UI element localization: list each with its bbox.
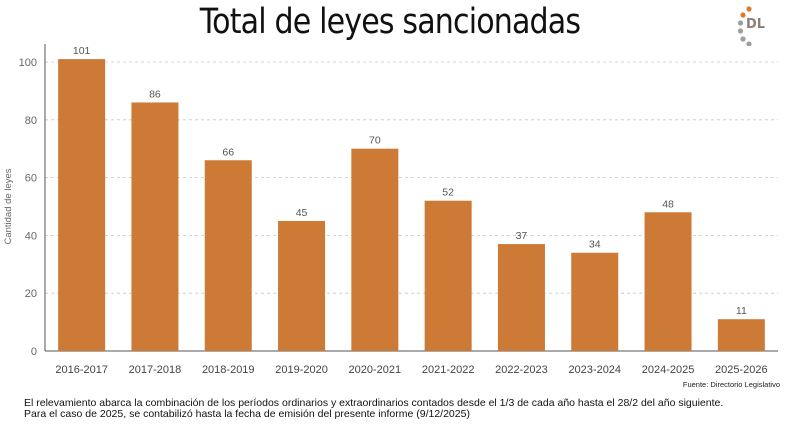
y-tick-label: 0 [31,346,37,358]
y-tick-label: 40 [25,230,37,242]
logo-dot [740,12,746,18]
data-label: 48 [662,198,674,210]
x-tick-label: 2016-2017 [55,364,108,376]
logo-dot [737,28,744,34]
data-label: 45 [296,207,308,219]
x-tick-label: 2018-2019 [202,364,255,376]
bar [424,200,472,351]
chart-title: Total de leyes sancionadas [199,2,581,42]
bar [204,160,252,351]
x-tick-label: 2020-2021 [349,364,402,376]
data-label: 37 [516,230,528,242]
bar [351,148,399,351]
y-tick-label: 100 [19,57,37,69]
data-label: 70 [369,135,381,147]
bar-chart: 0 20 40 60 80 100 Cantidad de leyes 101 2016-201… [3,44,778,376]
bar [131,102,179,352]
logo-icon [737,6,752,46]
data-label: 86 [149,88,161,100]
x-tick-label: 2017-2018 [129,364,182,376]
bar [717,319,765,351]
bar [644,212,692,351]
data-label: 101 [73,45,91,57]
x-tick-label: 2023-2024 [568,364,621,376]
bar [571,252,619,351]
source-note: Fuente: Directorio Legislativo [682,380,780,389]
footnote-line-2: Para el caso de 2025, se contabilizó has… [24,408,470,420]
x-tick-label: 2025-2026 [715,364,768,376]
y-tick-label: 80 [25,115,37,127]
footnote-line-1: El relevamiento abarca la combinación de… [24,397,724,409]
footnotes: El relevamiento abarca la combinación de… [24,398,723,420]
logo-dot [746,6,752,12]
y-tick-label: 20 [25,288,37,300]
logo-dot [746,41,752,46]
bar [278,220,326,351]
x-tick-label: 2019-2020 [275,364,328,376]
bar [58,59,106,352]
x-tick-label: 2021-2022 [422,364,475,376]
data-label: 66 [222,146,234,158]
logo-dot [737,20,744,26]
data-label: 11 [736,305,747,317]
x-tick-label: 2022-2023 [495,364,548,376]
data-label: 52 [442,187,454,199]
y-axis-label: Cantidad de leyes [3,168,14,244]
logo-text: DL [746,17,766,32]
y-tick-label: 60 [25,173,37,185]
x-tick-label: 2024-2025 [642,364,695,376]
data-label: 34 [589,239,601,251]
logo-dot [740,36,746,42]
bar [497,244,545,351]
